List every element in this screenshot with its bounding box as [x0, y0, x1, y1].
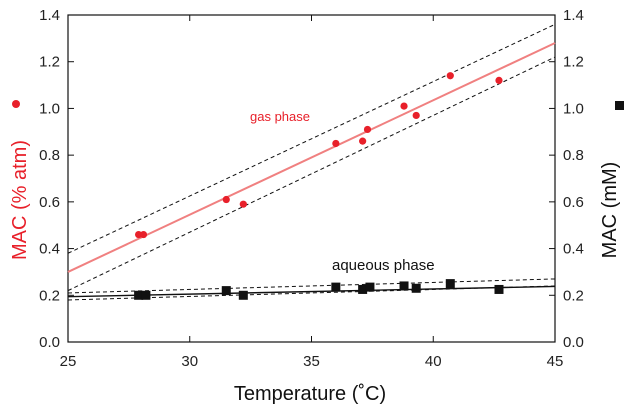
- y-right-tick-label: 0.8: [563, 147, 584, 164]
- right-axis-legend-marker: [615, 101, 624, 110]
- data-points: [134, 72, 504, 300]
- aqueous-phase-point: [365, 282, 375, 292]
- y-right-tick-label: 1.4: [563, 7, 584, 24]
- y-left-tick-label: 0.0: [39, 334, 60, 351]
- aqueous-phase-point: [221, 286, 231, 296]
- aqueous-phase-point: [411, 283, 421, 293]
- aqueous-phase-point: [494, 284, 504, 294]
- x-axis-title: Temperature (˚C): [234, 383, 386, 405]
- left-axis-legend-marker: [12, 100, 20, 108]
- gas-phase-point: [363, 125, 372, 134]
- fit-lines: [67, 42, 556, 298]
- gas-phase-ci-upper: [67, 23, 556, 254]
- y-right-tick-label: 0.2: [563, 287, 584, 304]
- y-left-tick-label: 0.6: [39, 194, 60, 211]
- y-left-tick-label: 0.8: [39, 147, 60, 164]
- aqueous-phase-point: [399, 281, 409, 291]
- x-tick-label: 45: [547, 353, 564, 370]
- y-right-tick-label: 0.6: [563, 194, 584, 211]
- gas-phase-point: [359, 137, 367, 145]
- gas-phase-point: [222, 195, 230, 204]
- y-left-tick-label: 0.4: [39, 241, 60, 258]
- gas-phase-ci-lower: [67, 56, 556, 292]
- y-right-tick-label: 1.0: [563, 100, 584, 117]
- x-tick-label: 35: [303, 353, 320, 370]
- y-left-tick-label: 0.2: [39, 287, 60, 304]
- aqueous-phase-ci-upper: [67, 278, 556, 294]
- x-tick-label: 30: [181, 353, 198, 370]
- x-tick-label: 40: [425, 353, 442, 370]
- y-right-tick-label: 0.4: [563, 241, 584, 258]
- y-axis-right-title: MAC (mM): [599, 162, 621, 259]
- aqueous-phase-point: [238, 290, 248, 300]
- confidence-lines: [67, 23, 556, 301]
- aqueous-phase-point: [141, 290, 151, 300]
- gas-phase-point: [446, 72, 454, 80]
- gas-phase-annotation: gas phase: [250, 109, 310, 124]
- gas-phase-point: [412, 111, 420, 120]
- aqueous-phase-point: [445, 279, 455, 289]
- gas-phase-point: [239, 200, 247, 208]
- gas-phase-point: [139, 230, 148, 239]
- axis-ticks: 25 30 35 40 45 0.0 0.0 0.2 0.2 0.4 0.4 0.6 0.6 0.8 0.8…: [39, 7, 584, 370]
- gas-phase-fit-line: [67, 42, 556, 273]
- aqueous-phase-annotation: aqueous phase: [332, 257, 435, 274]
- gas-phase-point: [332, 139, 340, 148]
- y-right-tick-label: 0.0: [563, 334, 584, 351]
- aqueous-phase-point: [331, 282, 341, 292]
- y-right-tick-label: 1.2: [563, 54, 584, 71]
- aqueous-phase-point: [134, 290, 144, 300]
- aqueous-phase-point: [358, 284, 368, 294]
- x-tick-label: 25: [60, 353, 77, 370]
- y-left-tick-label: 1.0: [39, 100, 60, 117]
- y-axis-left-title: MAC (% atm): [9, 140, 31, 260]
- gas-phase-point: [495, 76, 503, 84]
- y-left-tick-label: 1.2: [39, 54, 60, 71]
- gas-phase-point: [400, 102, 408, 110]
- y-left-tick-label: 1.4: [39, 7, 60, 24]
